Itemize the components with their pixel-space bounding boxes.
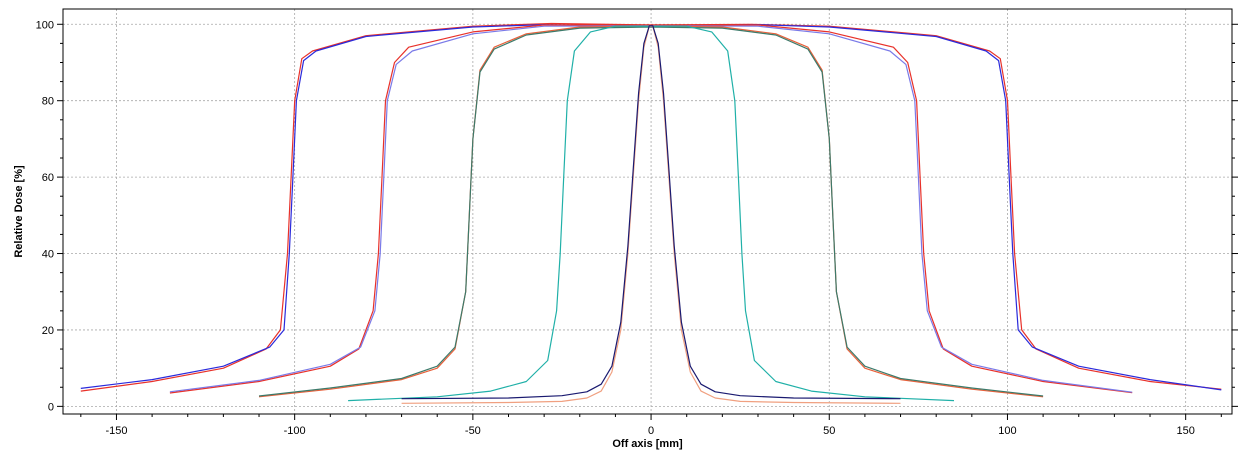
profile-curve-6: [258, 26, 1044, 397]
profile-curve-2: [80, 24, 1222, 391]
y-tick-label: 80: [42, 96, 54, 108]
axis-ticks: [57, 23, 1238, 420]
profile-curve-3: [169, 24, 1133, 394]
y-axis-title: Relative Dose [%]: [13, 165, 25, 258]
y-tick-label: 20: [42, 325, 54, 337]
x-tick-label: 50: [823, 425, 835, 437]
x-tick-label: 0: [648, 425, 654, 437]
y-tick-label: 60: [42, 172, 54, 184]
x-tick-labels: -150 -100 -50 0 50 100 150: [105, 425, 1194, 437]
x-tick-label: 150: [1176, 425, 1194, 437]
x-tick-label: -100: [284, 425, 306, 437]
y-tick-labels: 0 20 40 60 80 100: [36, 19, 54, 413]
grid-lines: [63, 9, 1232, 414]
series-lines: [80, 22, 1222, 404]
y-tick-label: 100: [36, 19, 54, 31]
y-tick-label: 0: [48, 401, 54, 413]
plot-frame: [62, 8, 1233, 415]
x-tick-label: 100: [998, 425, 1016, 437]
x-axis-title: Off axis [mm]: [612, 438, 683, 450]
y-tick-label: 40: [42, 249, 54, 261]
x-tick-label: -150: [105, 425, 127, 437]
profile-curve-9: [401, 25, 901, 400]
x-tick-label: -50: [465, 425, 481, 437]
